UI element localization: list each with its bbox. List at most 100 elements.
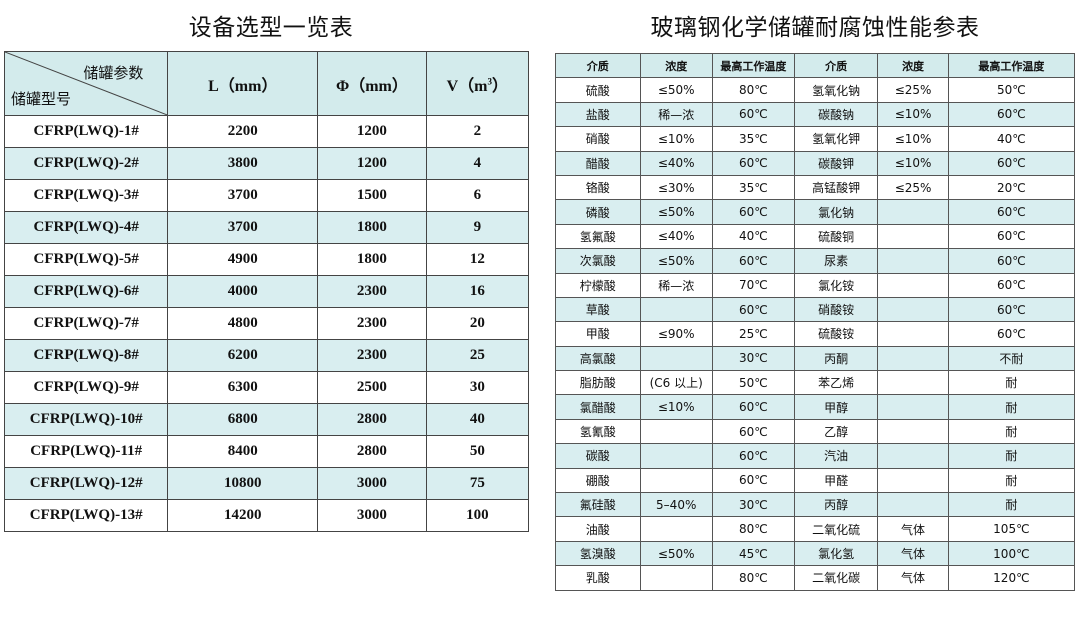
- volume-cell: 4: [425, 147, 530, 180]
- concentration-cell: ≤50%: [639, 77, 713, 103]
- length-cell: 3800: [167, 147, 319, 180]
- volume-cell: 25: [425, 339, 530, 372]
- diameter-cell: 3000: [317, 467, 427, 500]
- concentration-cell: ≤40%: [639, 150, 713, 176]
- column-header: 浓度: [877, 52, 949, 79]
- max-temp-cell: 50℃: [947, 77, 1076, 103]
- concentration-cell: 稀—浓: [639, 272, 713, 298]
- diameter-cell: 1800: [317, 243, 427, 276]
- max-temp-cell: 耐: [947, 370, 1076, 396]
- medium-cell: 硫酸铵: [793, 321, 879, 347]
- medium-cell: 乳酸: [555, 565, 641, 591]
- header-tank-model: 储罐型号: [11, 90, 72, 108]
- model-cell: CFRP(LWQ)-7#: [3, 307, 169, 340]
- concentration-cell: 气体: [877, 516, 949, 542]
- table-row: 硝酸 ≤10% 35℃ 氢氧化钾 ≤10% 40℃: [555, 126, 1076, 152]
- concentration-cell: ≤10%: [877, 101, 949, 128]
- table-row: CFRP(LWQ)-13# 14200 3000 100: [3, 499, 530, 532]
- max-temp-cell: 30℃: [711, 492, 795, 518]
- concentration-cell: [639, 443, 713, 469]
- table-row: CFRP(LWQ)-12# 10800 3000 75: [3, 467, 530, 500]
- concentration-cell: [877, 492, 949, 518]
- max-temp-cell: 25℃: [711, 321, 795, 347]
- volume-cell: 50: [425, 435, 530, 468]
- max-temp-cell: 35℃: [711, 126, 795, 152]
- diagonal-line: [5, 52, 168, 115]
- volume-cell: 30: [425, 371, 530, 404]
- table-row: 氟硅酸 5–40% 30℃ 丙醇 耐: [555, 492, 1076, 518]
- max-temp-cell: 40℃: [711, 223, 795, 250]
- volume-cell: 100: [425, 499, 530, 532]
- medium-cell: 硫酸铜: [793, 223, 879, 250]
- medium-cell: 硼酸: [555, 467, 641, 494]
- table-row: 磷酸 ≤50% 60℃ 氯化钠 60℃: [555, 199, 1076, 225]
- concentration-cell: [877, 223, 949, 250]
- medium-cell: 氯化铵: [793, 272, 879, 298]
- concentration-cell: ≤25%: [877, 77, 949, 103]
- model-cell: CFRP(LWQ)-5#: [3, 243, 169, 276]
- medium-cell: 汽油: [793, 443, 879, 469]
- concentration-cell: ≤30%: [639, 174, 713, 201]
- volume-cell: 9: [425, 211, 530, 244]
- concentration-cell: [877, 321, 949, 347]
- table-row: 硼酸 60℃ 甲醛 耐: [555, 467, 1076, 494]
- medium-cell: 乙醇: [793, 418, 879, 445]
- length-cell: 4900: [167, 243, 319, 276]
- diagonal-header-cell: 储罐参数 储罐型号: [3, 51, 169, 116]
- max-temp-cell: 60℃: [711, 418, 795, 445]
- table-row: 高氯酸 30℃ 丙酮 不耐: [555, 345, 1076, 372]
- medium-cell: 丙醇: [793, 492, 879, 518]
- diameter-cell: 2300: [317, 339, 427, 372]
- medium-cell: 氢氰酸: [555, 418, 641, 445]
- max-temp-cell: 80℃: [711, 77, 795, 103]
- diameter-cell: 2300: [317, 307, 427, 340]
- table-row: 硫酸 ≤50% 80℃ 氢氧化钠 ≤25% 50℃: [555, 77, 1076, 103]
- max-temp-cell: 35℃: [711, 174, 795, 201]
- header-length: L（mm）: [167, 51, 319, 116]
- max-temp-cell: 100℃: [947, 540, 1076, 567]
- table-row: CFRP(LWQ)-5# 4900 1800 12: [3, 243, 530, 276]
- table-row: CFRP(LWQ)-8# 6200 2300 25: [3, 339, 530, 372]
- table-row: 乳酸 80℃ 二氧化碳 气体 120℃: [555, 565, 1076, 591]
- medium-cell: 高锰酸钾: [793, 174, 879, 201]
- concentration-cell: [877, 345, 949, 372]
- medium-cell: 碳酸: [555, 443, 641, 469]
- medium-cell: 硫酸: [555, 77, 641, 103]
- max-temp-cell: 60℃: [711, 101, 795, 128]
- medium-cell: 油酸: [555, 516, 641, 542]
- volume-cell: 2: [425, 115, 530, 148]
- medium-cell: 氢氟酸: [555, 223, 641, 250]
- left-table-body: CFRP(LWQ)-1# 2200 1200 2 CFRP(LWQ)-2# 3800 120…: [3, 115, 530, 532]
- concentration-cell: [639, 418, 713, 445]
- diameter-cell: 3000: [317, 499, 427, 532]
- length-cell: 3700: [167, 211, 319, 244]
- volume-cell: 75: [425, 467, 530, 500]
- concentration-cell: 5–40%: [639, 492, 713, 518]
- volume-cell: 40: [425, 403, 530, 436]
- max-temp-cell: 70℃: [711, 272, 795, 298]
- table-row: 柠檬酸 稀—浓 70℃ 氯化铵 60℃: [555, 272, 1076, 298]
- length-cell: 2200: [167, 115, 319, 148]
- max-temp-cell: 60℃: [711, 199, 795, 225]
- length-cell: 14200: [167, 499, 319, 532]
- table-row: 氢溴酸 ≤50% 45℃ 氯化氢 气体 100℃: [555, 540, 1076, 567]
- table-row: CFRP(LWQ)-3# 3700 1500 6: [3, 179, 530, 212]
- model-cell: CFRP(LWQ)-6#: [3, 275, 169, 308]
- model-cell: CFRP(LWQ)-9#: [3, 371, 169, 404]
- right-table-title: 玻璃钢化学储罐耐腐蚀性能参表: [650, 15, 980, 41]
- table-header-row: 储罐参数 储罐型号 L（mm） Φ（mm） V（m3）: [3, 51, 530, 116]
- medium-cell: 脂肪酸: [555, 370, 641, 396]
- max-temp-cell: 60℃: [711, 296, 795, 323]
- medium-cell: 甲醇: [793, 394, 879, 420]
- equipment-selection-table: 储罐参数 储罐型号 L（mm） Φ（mm） V（m3） CFRP(LWQ)-1#…: [3, 51, 530, 532]
- table-row: 氯醋酸 ≤10% 60℃ 甲醇 耐: [555, 394, 1076, 420]
- diameter-cell: 1200: [317, 147, 427, 180]
- concentration-cell: [877, 443, 949, 469]
- max-temp-cell: 60℃: [947, 150, 1076, 176]
- concentration-cell: ≤50%: [639, 248, 713, 274]
- length-cell: 3700: [167, 179, 319, 212]
- table-row: CFRP(LWQ)-7# 4800 2300 20: [3, 307, 530, 340]
- max-temp-cell: 耐: [947, 492, 1076, 518]
- max-temp-cell: 20℃: [947, 174, 1076, 201]
- medium-cell: 苯乙烯: [793, 370, 879, 396]
